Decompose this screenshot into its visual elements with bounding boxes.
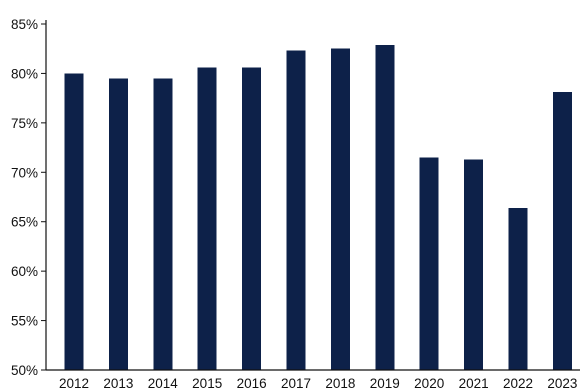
x-tick-label: 2012 — [59, 376, 89, 391]
y-tick-label: 85% — [11, 17, 38, 32]
x-tick-label: 2021 — [459, 376, 489, 391]
x-tick-label: 2019 — [370, 376, 400, 391]
bar-2016 — [242, 67, 262, 370]
bar-2015 — [197, 67, 217, 370]
bar-2022 — [508, 207, 528, 370]
bar-2014 — [153, 78, 173, 371]
bars — [64, 44, 572, 371]
x-axis-ticks: 2012 2013 2014 2015 2016 2017 2018 2019 2020 2021… — [59, 376, 577, 391]
x-tick-label: 2014 — [148, 376, 179, 391]
y-tick-label: 75% — [11, 116, 38, 131]
y-tick-label: 60% — [11, 264, 38, 279]
bar-2021 — [464, 159, 484, 370]
x-tick-label: 2016 — [237, 376, 267, 391]
bar-2023 — [552, 92, 572, 370]
x-tick-label: 2022 — [503, 376, 533, 391]
bar-2020 — [419, 157, 439, 370]
x-tick-label: 2017 — [281, 376, 311, 391]
bar-2019 — [375, 44, 395, 371]
bar-2012 — [64, 73, 84, 371]
y-tick-label: 50% — [11, 363, 38, 378]
x-tick-label: 2020 — [414, 376, 444, 391]
bar-2017 — [286, 50, 306, 370]
x-tick-label: 2013 — [103, 376, 133, 391]
y-tick-label: 55% — [11, 314, 38, 329]
x-tick-label: 2023 — [547, 376, 577, 391]
y-axis-ticks: 50% 55% 60% 65% 70% 75% 80% 85% — [11, 17, 46, 378]
x-tick-label: 2018 — [325, 376, 355, 391]
y-tick-label: 70% — [11, 165, 38, 180]
y-tick-label: 80% — [11, 66, 38, 81]
y-tick-label: 65% — [11, 215, 38, 230]
bar-2018 — [330, 48, 350, 370]
bar-2013 — [108, 78, 128, 371]
x-tick-label: 2015 — [192, 376, 222, 391]
